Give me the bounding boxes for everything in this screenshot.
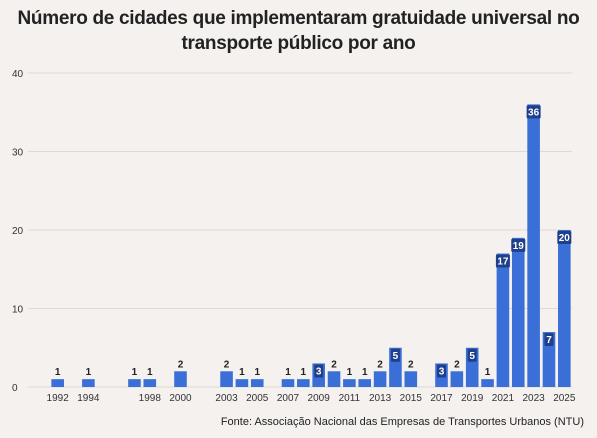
bar-1992 (51, 379, 64, 387)
data-label-bg-2025 (557, 231, 572, 244)
x-tick-label-2007: 2007 (277, 393, 300, 404)
x-axis-ticks: 1992 1994 1998 2000 2003 2005 2007 2009 2011 2013… (47, 393, 576, 404)
x-tick-label-2023: 2023 (522, 393, 545, 404)
x-tick-label-1998: 1998 (139, 393, 162, 404)
bar-2011 (343, 379, 356, 387)
bar-2020 (481, 379, 494, 387)
bar-2007 (281, 379, 295, 387)
data-label-2018: 2 (454, 359, 460, 370)
bar-2023 (527, 104, 540, 388)
bar-2008 (297, 379, 310, 387)
data-label-bg-2024 (544, 333, 554, 347)
data-label-2023: 36 (528, 107, 540, 118)
x-tick-label-2005: 2005 (246, 393, 269, 404)
data-label-1997: 1 (132, 367, 138, 378)
x-tick-label-1992: 1992 (47, 393, 70, 404)
bars (51, 104, 571, 388)
data-label-2005: 1 (254, 367, 260, 378)
x-tick-label-2013: 2013 (369, 393, 392, 404)
data-label-bg-2017 (437, 364, 446, 378)
y-tick-label: 20 (12, 226, 24, 237)
chart-title-line-1: Número de cidades que implementaram grat… (17, 8, 580, 29)
y-tick-label: 40 (12, 69, 24, 80)
x-tick-label-2015: 2015 (400, 393, 423, 404)
x-tick-label-2025: 2025 (553, 393, 576, 404)
data-label-2024: 7 (546, 335, 552, 346)
bar-2012 (358, 379, 372, 387)
data-label-bg-2014 (390, 348, 400, 362)
bar-2018 (450, 371, 464, 387)
data-label-1998: 1 (147, 367, 153, 378)
data-label-2025: 20 (559, 233, 571, 244)
data-label-bg-2019 (467, 348, 477, 362)
data-label-2022: 19 (513, 241, 525, 252)
bar-1998 (143, 379, 157, 387)
x-tick-label-2011: 2011 (339, 393, 361, 404)
data-label-2008: 1 (301, 367, 307, 378)
data-label-bg-2022 (511, 238, 526, 252)
data-label-2009: 3 (316, 366, 322, 377)
gridlines (28, 72, 572, 388)
bar-2025 (558, 230, 571, 387)
x-tick-label-2009: 2009 (308, 393, 331, 404)
y-tick-label: 10 (12, 305, 24, 316)
data-label-2015: 2 (408, 359, 414, 370)
y-tick-label: 0 (12, 383, 18, 394)
data-label-2021: 17 (497, 257, 509, 268)
x-tick-label-2000: 2000 (169, 393, 192, 404)
bar-2021 (496, 253, 510, 387)
bar-1997 (128, 379, 141, 387)
bar-2000 (174, 371, 187, 387)
data-label-2011: 1 (347, 367, 353, 378)
data-label-2020: 1 (485, 367, 491, 378)
x-tick-label-2021: 2021 (492, 393, 515, 404)
bar-2005 (250, 379, 264, 387)
x-tick-label-1994: 1994 (77, 393, 100, 404)
data-label-2012: 1 (362, 367, 368, 378)
data-label-bg-2009 (314, 364, 324, 378)
data-label-2017: 3 (439, 366, 445, 377)
bar-2003 (220, 371, 233, 387)
bar-1994 (82, 379, 95, 387)
data-label-2004: 1 (239, 367, 245, 378)
x-tick-label-2003: 2003 (215, 393, 238, 404)
data-label-2014: 5 (393, 351, 399, 362)
data-label-2010: 2 (331, 359, 337, 370)
data-label-bg-2023 (526, 105, 541, 119)
bar-2015 (404, 371, 418, 387)
chart-title-line-2: transporte público por ano (181, 33, 416, 54)
chart-title: Número de cidades que implementaram grat… (0, 6, 597, 56)
x-tick-label-2017: 2017 (430, 393, 453, 404)
data-label-2007: 1 (285, 367, 291, 378)
bar-2022 (511, 237, 525, 387)
bar-2010 (327, 371, 341, 387)
y-axis-ticks: 0 10 20 30 40 (12, 69, 24, 394)
data-label-2003: 2 (224, 359, 230, 370)
source-note: Fonte: Associação Nacional das Empresas … (220, 416, 584, 428)
bar-2004 (235, 379, 249, 387)
data-label-2000: 2 (178, 359, 184, 370)
data-label-1992: 1 (55, 367, 61, 378)
bar-2013 (373, 371, 387, 387)
data-label-1994: 1 (86, 367, 92, 378)
x-tick-label-2019: 2019 (461, 393, 484, 404)
data-label-bg-2021 (495, 254, 510, 268)
data-label-2013: 2 (377, 359, 383, 370)
y-tick-label: 30 (12, 148, 24, 159)
data-label-2019: 5 (469, 351, 475, 362)
